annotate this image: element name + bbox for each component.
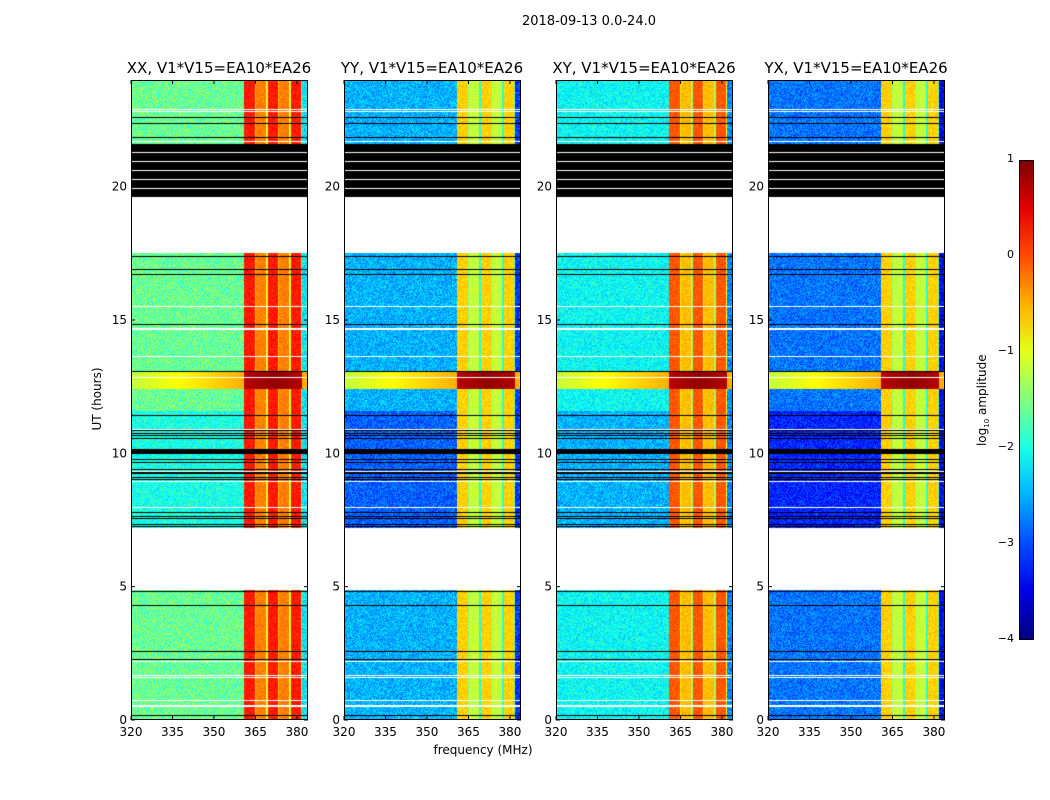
x-tick-label: 335 <box>161 725 184 739</box>
x-tick-label: 350 <box>628 725 651 739</box>
x-tick-label: 320 <box>545 725 568 739</box>
heatmap <box>556 80 733 720</box>
y-tick-label: 20 <box>749 180 764 194</box>
x-tick-label: 365 <box>669 725 692 739</box>
y-tick-label: 10 <box>325 446 340 460</box>
heatmap <box>768 80 945 720</box>
x-tick-label: 365 <box>244 725 267 739</box>
y-tick-label: 10 <box>537 446 552 460</box>
axes-frame <box>768 80 945 720</box>
y-axis-label: UT (hours) <box>90 367 104 431</box>
x-tick-label: 365 <box>881 725 904 739</box>
y-tick-label: 5 <box>119 580 127 594</box>
axes-frame <box>344 80 521 720</box>
panel-2: 320 335 350 365 380 0 5 10 15 20 <box>325 80 521 739</box>
axes: 320 335 350 365 380 0 5 10 15 20 <box>749 80 945 739</box>
y-tick-label: 5 <box>756 580 764 594</box>
y-tick-label: 15 <box>537 313 552 327</box>
y-tick-label: 15 <box>112 313 127 327</box>
x-tick-label: 335 <box>374 725 397 739</box>
colorbar-tick-label: 0 <box>1007 248 1014 261</box>
x-tick-label: 320 <box>120 725 143 739</box>
y-tick-label: 0 <box>544 713 552 727</box>
x-tick-label: 320 <box>333 725 356 739</box>
heatmap <box>344 80 521 720</box>
y-tick-label: 15 <box>325 313 340 327</box>
y-tick-label: 15 <box>749 313 764 327</box>
x-tick-label: 365 <box>457 725 480 739</box>
x-tick-label: 380 <box>498 725 521 739</box>
panel-title: YX, V1*V15=EA10*EA26 <box>764 59 948 77</box>
figure-title: 2018-09-13 0.0-24.0 <box>522 14 656 29</box>
axes: 320 335 350 365 380 0 5 10 15 20 <box>325 80 521 739</box>
axes-frame <box>131 80 308 720</box>
x-tick-label: 380 <box>710 725 733 739</box>
axes: 320 335 350 365 380 0 5 10 15 20 <box>112 80 308 739</box>
y-tick-label: 0 <box>332 713 340 727</box>
x-tick-label: 335 <box>586 725 609 739</box>
y-tick-label: 0 <box>756 713 764 727</box>
x-tick-label: 350 <box>416 725 439 739</box>
axes-frame <box>556 80 733 720</box>
colorbar-tick-label: −4 <box>997 632 1014 645</box>
y-tick-label: 10 <box>112 446 127 460</box>
colorbar-tick-label: −1 <box>997 344 1014 357</box>
panel-1: 320 335 350 365 380 0 5 10 15 20 <box>112 80 308 739</box>
y-tick-label: 0 <box>119 713 127 727</box>
y-tick-label: 20 <box>537 180 552 194</box>
x-tick-label: 350 <box>840 725 863 739</box>
x-tick-label: 380 <box>922 725 945 739</box>
x-tick-label: 350 <box>203 725 226 739</box>
x-tick-label: 380 <box>285 725 308 739</box>
heatmap <box>131 80 308 720</box>
x-tick-label: 320 <box>757 725 780 739</box>
colorbar-tick-label: −3 <box>997 536 1014 549</box>
y-tick-label: 20 <box>112 180 127 194</box>
y-tick-label: 20 <box>325 180 340 194</box>
y-tick-label: 10 <box>749 446 764 460</box>
colorbar-tick-label: −2 <box>997 440 1014 453</box>
panel-title: YY, V1*V15=EA10*EA26 <box>340 59 524 77</box>
colorbar-tick-label: 1 <box>1007 152 1014 165</box>
y-tick-label: 5 <box>544 580 552 594</box>
panel-title: XY, V1*V15=EA10*EA26 <box>552 59 736 77</box>
axes: 320 335 350 365 380 0 5 10 15 20 <box>537 80 733 739</box>
x-axis-label: frequency (MHz) <box>433 743 533 757</box>
x-tick-label: 335 <box>798 725 821 739</box>
panel-3: 320 335 350 365 380 0 5 10 15 20 <box>537 80 733 739</box>
panel-title: XX, V1*V15=EA10*EA26 <box>126 59 312 77</box>
panel-4: 320 335 350 365 380 0 5 10 15 20 <box>749 80 945 739</box>
y-tick-label: 5 <box>332 580 340 594</box>
colorbar <box>1019 160 1034 640</box>
